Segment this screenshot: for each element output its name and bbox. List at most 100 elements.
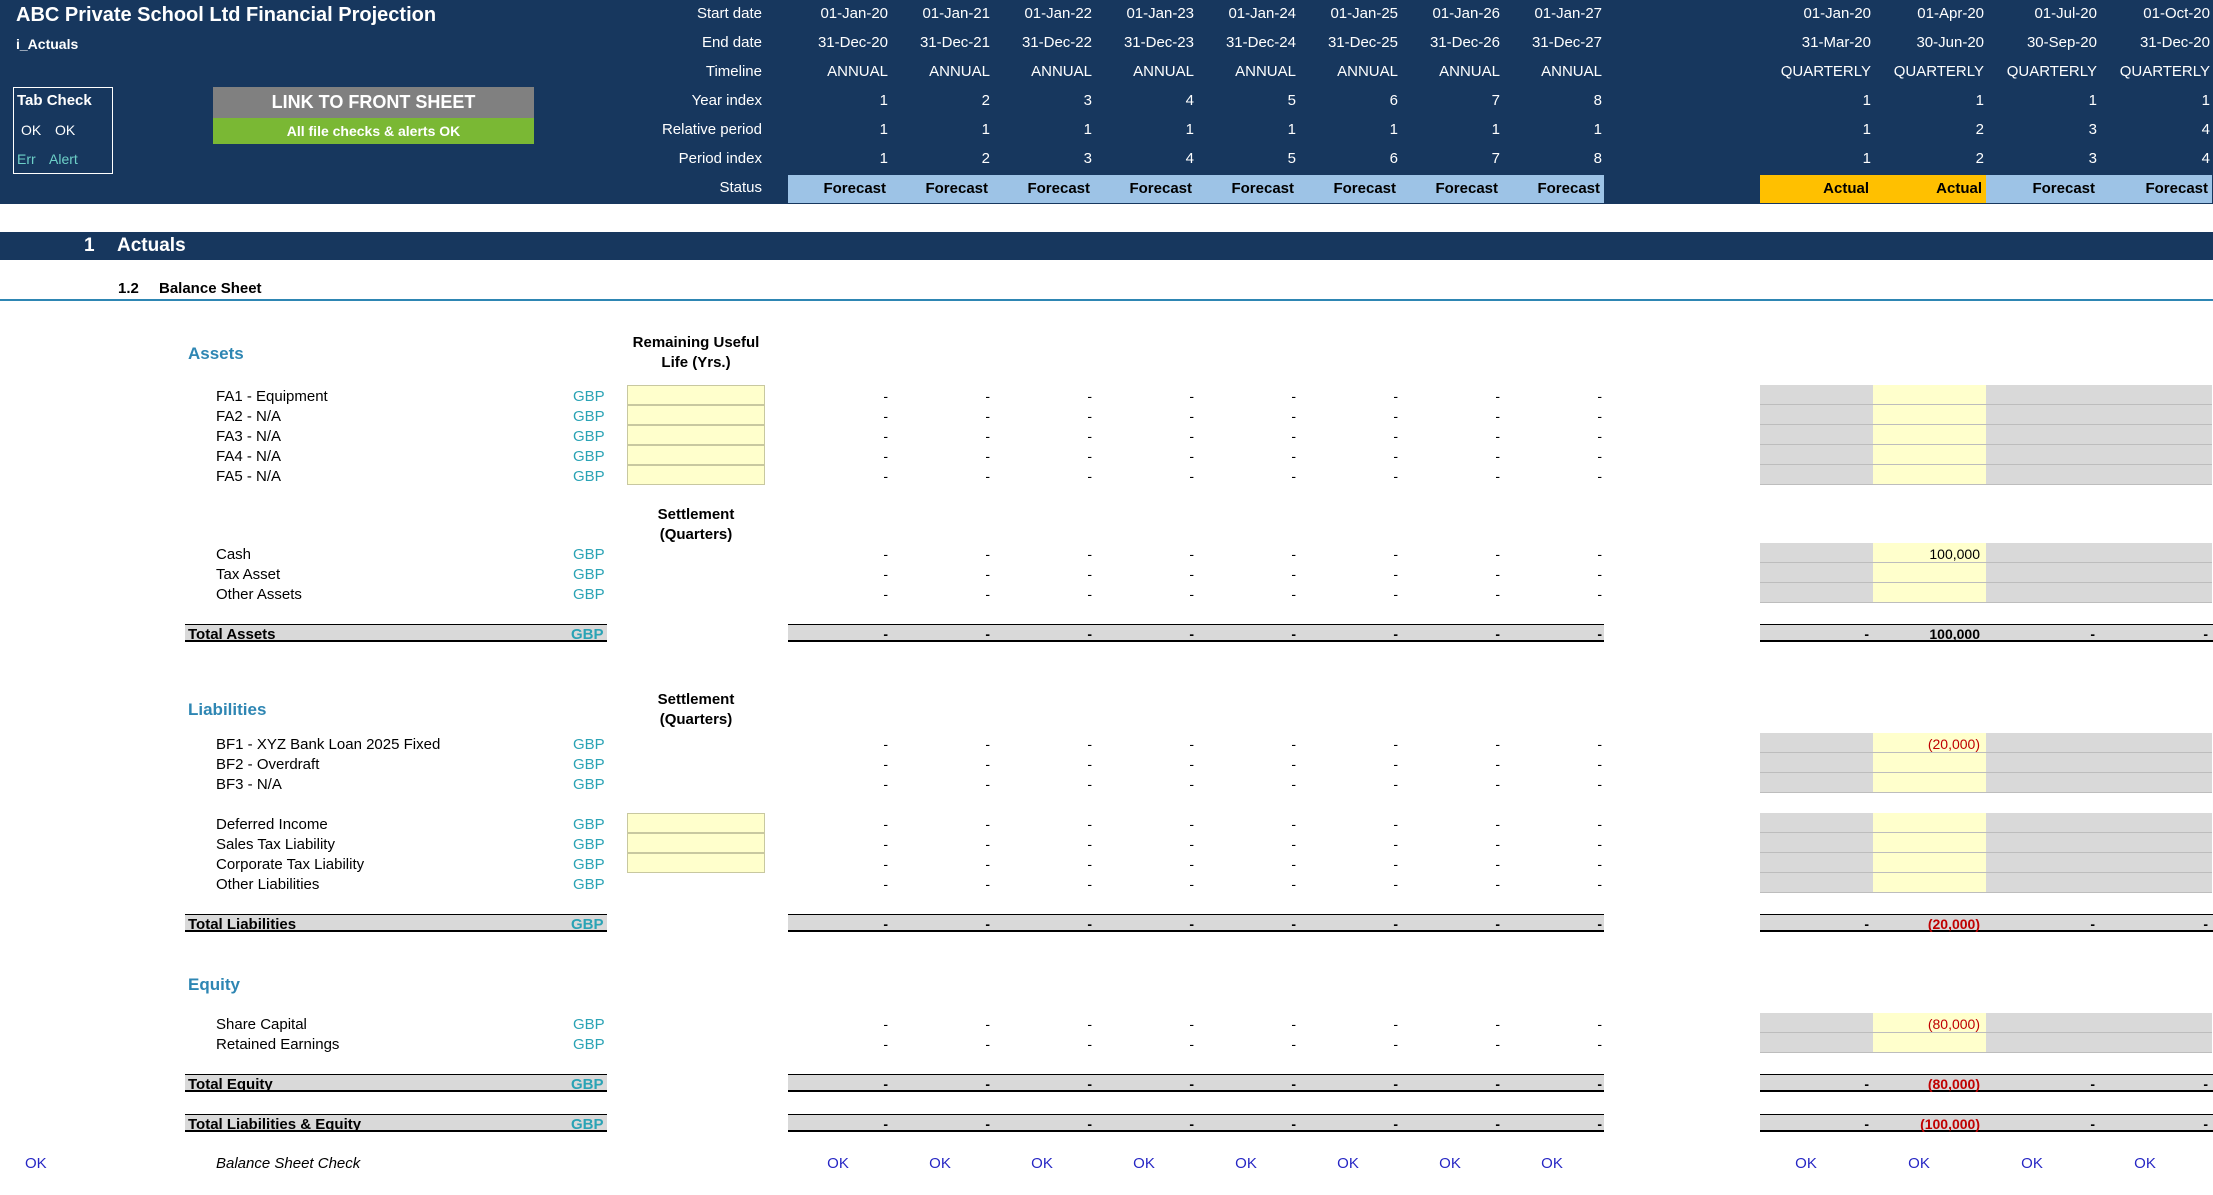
quarter-cell (1986, 753, 2099, 773)
actual-input-cell[interactable] (1873, 1013, 1986, 1033)
input-cell[interactable] (627, 465, 765, 485)
actual-input-cell[interactable] (1873, 465, 1986, 485)
annual-header-cell: 7 (1491, 150, 1500, 167)
actual-input-cell[interactable] (1873, 425, 1986, 445)
timeline-row-label: Period index (678, 150, 762, 167)
quarter-cell (2099, 543, 2212, 563)
quarter-total-bar (1760, 1074, 2213, 1092)
tab-check-ok-2: OK (55, 122, 76, 138)
annual-value: - (1291, 388, 1296, 404)
annual-value: - (1495, 408, 1500, 424)
subsection-title: Balance Sheet (159, 280, 262, 297)
annual-value: - (1189, 856, 1194, 872)
actual-input-cell[interactable] (1873, 773, 1986, 793)
quarter-cell (1986, 1013, 2099, 1033)
link-to-front-sheet-button[interactable]: LINK TO FRONT SHEET (213, 87, 534, 118)
annual-header-cell: 01-Jan-23 (1126, 5, 1194, 22)
annual-header-cell: 01-Jan-22 (1024, 5, 1092, 22)
annual-value: - (1087, 448, 1092, 464)
actual-input-cell[interactable] (1873, 813, 1986, 833)
actual-input-cell[interactable] (1873, 543, 1986, 563)
annual-value: - (985, 756, 990, 772)
subsection-number: 1.2 (118, 280, 139, 297)
annual-header-cell: 1 (879, 150, 888, 167)
actual-input-cell[interactable] (1873, 853, 1986, 873)
annual-value: - (985, 776, 990, 792)
actual-input-cell[interactable] (1873, 405, 1986, 425)
annual-header-cell: 31-Dec-22 (1021, 34, 1092, 51)
borrowing-label: BF3 - N/A (216, 776, 282, 793)
quarterly-header-cell: 1 (2201, 92, 2210, 109)
currency-label: GBP (573, 546, 605, 563)
annual-value: - (1087, 566, 1092, 582)
annual-total: - (1393, 1116, 1398, 1132)
input-cell[interactable] (627, 385, 765, 405)
annual-value: - (1291, 876, 1296, 892)
input-cell[interactable] (627, 853, 765, 873)
status-forecast: Forecast (1196, 175, 1298, 203)
actual-input-cell[interactable] (1873, 873, 1986, 893)
annual-total: - (883, 626, 888, 642)
annual-header-cell: 1 (1083, 121, 1092, 138)
actual-input-cell[interactable] (1873, 753, 1986, 773)
annual-total: - (1495, 1076, 1500, 1092)
annual-value: - (883, 566, 888, 582)
annual-header-cell: 8 (1593, 92, 1602, 109)
annual-value: - (985, 546, 990, 562)
quarterly-header-cell: 30-Sep-20 (2026, 34, 2097, 51)
input-cell[interactable] (627, 833, 765, 853)
other-liability-label: Deferred Income (216, 816, 328, 833)
actual-input-cell[interactable] (1873, 445, 1986, 465)
quarter-check: OK (2021, 1155, 2043, 1172)
annual-total: - (1597, 916, 1602, 932)
annual-header-cell: 2 (981, 92, 990, 109)
quarter-total: 100,000 (1929, 626, 1980, 642)
annual-value: - (1495, 388, 1500, 404)
annual-value: - (985, 1016, 990, 1032)
quarter-total: - (2203, 1116, 2208, 1132)
annual-value: - (883, 836, 888, 852)
status-forecast: Forecast (1502, 175, 1604, 203)
annual-value: - (1087, 1016, 1092, 1032)
annual-check: OK (827, 1155, 849, 1172)
annual-header-cell: 01-Jan-27 (1534, 5, 1602, 22)
quarter-cell (1760, 873, 1873, 893)
annual-value: - (1189, 448, 1194, 464)
quarter-cell (2099, 773, 2212, 793)
annual-value: - (1087, 546, 1092, 562)
actual-input-cell[interactable] (1873, 583, 1986, 603)
quarterly-header-cell: 1 (2088, 92, 2097, 109)
actual-input-cell[interactable] (1873, 833, 1986, 853)
quarterly-header-cell: 01-Jul-20 (2034, 5, 2097, 22)
total-equity-label: Total Equity (188, 1076, 273, 1093)
annual-value: - (1291, 816, 1296, 832)
input-cell[interactable] (627, 425, 765, 445)
annual-header-cell: 7 (1491, 92, 1500, 109)
annual-value: - (883, 586, 888, 602)
annual-value: - (1291, 1036, 1296, 1052)
quarter-total: - (1864, 916, 1869, 932)
actual-input-cell[interactable] (1873, 385, 1986, 405)
quarter-cell (1986, 583, 2099, 603)
annual-value: - (1189, 566, 1194, 582)
annual-total: - (1597, 1116, 1602, 1132)
input-cell[interactable] (627, 445, 765, 465)
quarterly-header-cell: QUARTERLY (1780, 63, 1871, 80)
current-asset-label: Tax Asset (216, 566, 281, 583)
input-cell[interactable] (627, 813, 765, 833)
annual-value: - (1597, 1036, 1602, 1052)
currency-label: GBP (573, 428, 605, 445)
annual-value: - (1189, 468, 1194, 484)
quarter-check: OK (1795, 1155, 1817, 1172)
actual-input-cell[interactable] (1873, 563, 1986, 583)
annual-value: - (883, 408, 888, 424)
quarter-cell (2099, 1033, 2212, 1053)
annual-value: - (1393, 836, 1398, 852)
subsection-divider (0, 299, 2213, 301)
input-cell[interactable] (627, 405, 765, 425)
quarter-total: - (1864, 1116, 1869, 1132)
annual-header-cell: 1 (1593, 121, 1602, 138)
annual-total: - (1189, 1116, 1194, 1132)
actual-input-cell[interactable] (1873, 733, 1986, 753)
actual-input-cell[interactable] (1873, 1033, 1986, 1053)
